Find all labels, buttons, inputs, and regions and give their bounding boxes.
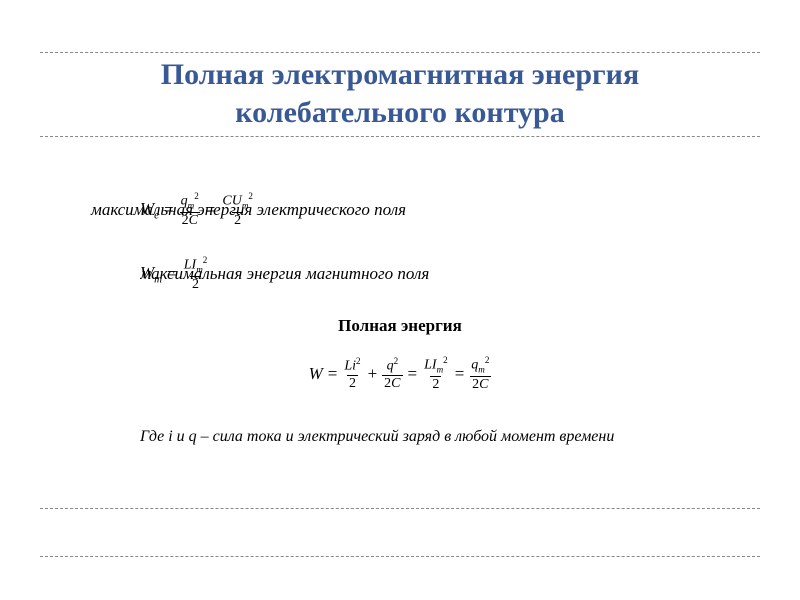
footnote: Где i и q – сила тока и электрический за… (140, 428, 614, 446)
den-f4b: C (479, 377, 488, 392)
magnetic-energy-row: Wm = LIm2 2 максимальная энергия магнитн… (140, 256, 429, 292)
electric-desc: максимальная энергия электрического поля (91, 200, 406, 220)
divider-4 (40, 556, 760, 557)
sup-f4: 2 (485, 355, 490, 365)
num-Li: Li (344, 359, 356, 374)
electric-energy-row: We = qm2 2C = CUm2 2 максимальная энерги… (140, 192, 406, 228)
divider-1 (40, 52, 760, 53)
sup-f2: 2 (394, 356, 399, 366)
divider-2 (40, 136, 760, 137)
den-f2b: C (391, 376, 400, 391)
sym-Wfull: W (309, 364, 323, 384)
sup-f1: 2 (356, 356, 361, 366)
full-energy-formula: W = Li2 2 + q2 2C = LIm2 2 = qm2 2C (0, 356, 800, 392)
divider-3 (40, 508, 760, 509)
sub-f3: m (437, 364, 444, 374)
eq-f1: = (328, 364, 338, 384)
den-f3: 2 (430, 376, 441, 392)
sub-f4: m (478, 364, 485, 374)
full-energy-label: Полная энергия (0, 316, 800, 336)
sup-f3: 2 (443, 355, 448, 365)
slide: Полная электромагнитная энергия колебате… (0, 0, 800, 600)
num-q2: q (387, 359, 394, 374)
magnetic-desc: максимальная энергия магнитного поля (140, 264, 429, 284)
den-f1: 2 (347, 375, 358, 391)
frac-f2: q2 2C (382, 357, 402, 391)
title-line-2: колебательного контура (235, 96, 564, 129)
slide-title: Полная электромагнитная энергия колебате… (0, 56, 800, 131)
frac-f3: LIm2 2 (422, 356, 450, 392)
eq-f3: = (455, 364, 465, 384)
eq-f2: = (408, 364, 418, 384)
frac-f4: qm2 2C (469, 356, 491, 392)
plus-1: + (368, 364, 378, 384)
title-line-1: Полная электромагнитная энергия (161, 58, 639, 91)
num-LI2: LI (424, 358, 436, 373)
frac-f1: Li2 2 (342, 357, 362, 391)
